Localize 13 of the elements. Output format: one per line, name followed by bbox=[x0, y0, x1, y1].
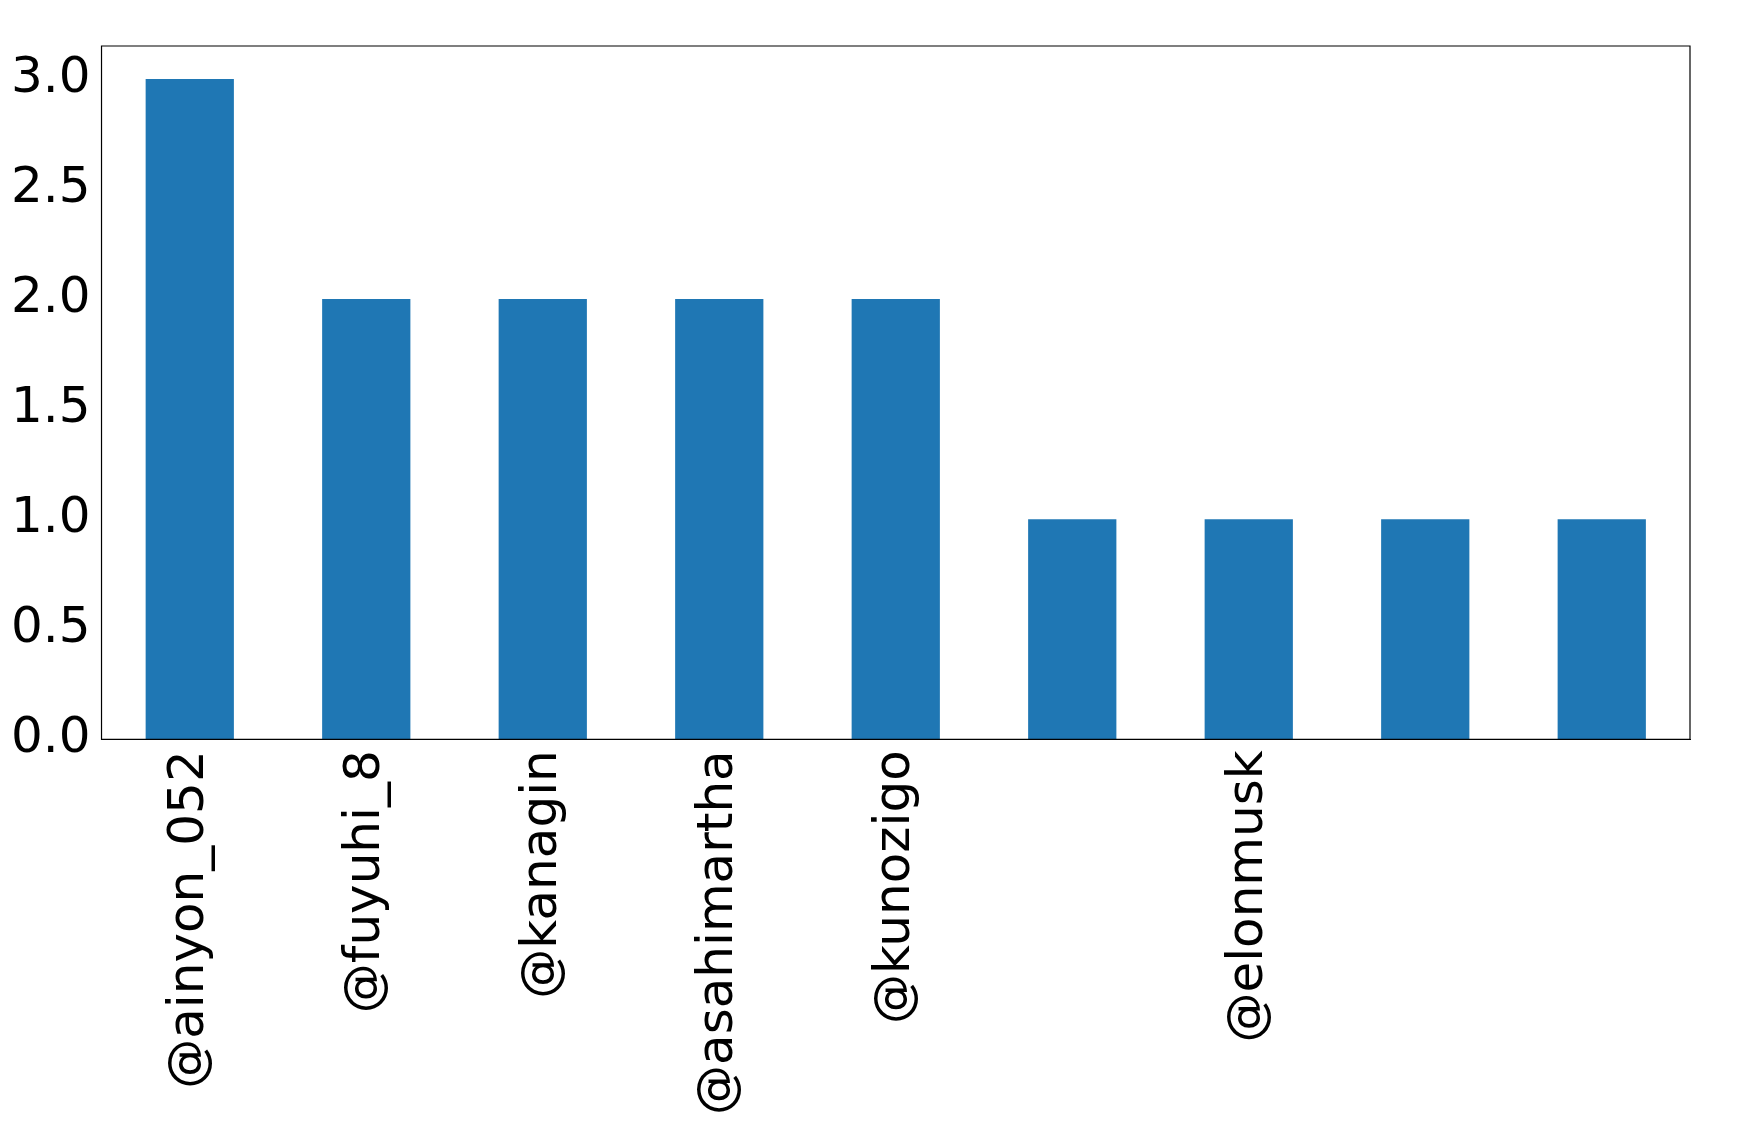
y-tick-label: 0.5 bbox=[10, 596, 91, 655]
y-tick-label: 0.0 bbox=[10, 706, 91, 765]
x-tick-label: @kanagin bbox=[509, 750, 568, 999]
y-tick-label: 2.0 bbox=[10, 266, 91, 325]
y-tick-label: 2.5 bbox=[10, 156, 91, 215]
y-tick-label: 1.0 bbox=[10, 486, 91, 545]
x-tick-label: @ainyon_052 bbox=[156, 750, 215, 1089]
x-tick-label: @asahimartha bbox=[686, 750, 745, 1115]
y-tick-label: 3.0 bbox=[10, 46, 91, 104]
y-tick-label: 1.5 bbox=[10, 376, 91, 435]
x-tick-label: @elonmusk bbox=[1215, 750, 1274, 1043]
x-tick-label: @fuyuhi_8 bbox=[333, 750, 392, 1014]
x-tick-label: @kunozigo bbox=[862, 750, 921, 1025]
